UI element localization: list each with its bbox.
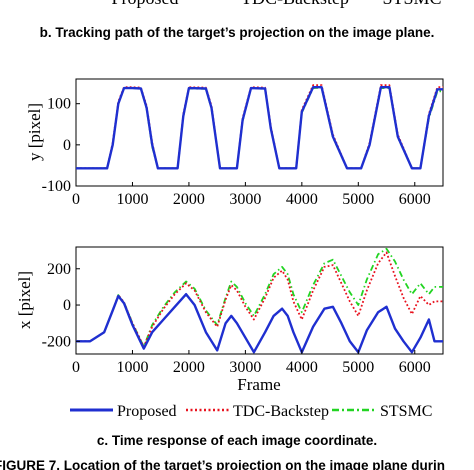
series-lines-y — [76, 84, 443, 170]
ytick-label-y: -100 — [42, 178, 71, 195]
xtick-label-y: 5000 — [342, 191, 374, 208]
ytick-label-x: 0 — [63, 297, 71, 314]
top-legend-label-tdc: TDC-Backstep — [241, 0, 349, 8]
xtick-label-y: 4000 — [286, 191, 318, 208]
xtick-label-x: 4000 — [286, 359, 318, 376]
series-lines-x — [76, 247, 443, 354]
xtick-label-x: 0 — [72, 359, 80, 376]
xtick-label-x: 3000 — [229, 359, 261, 376]
legend-label-proposed: Proposed — [117, 403, 177, 420]
caption-c: c. Time response of each image coordinat… — [97, 433, 377, 448]
ytick-label-y: 0 — [63, 137, 71, 154]
legend-label-stsmc: STSMC — [380, 403, 432, 420]
ylabel-x-chart: x [pixel] — [15, 271, 34, 329]
ytick-label-x: -200 — [42, 333, 71, 350]
xlabel-frame: Frame — [237, 375, 280, 394]
caption-b: b. Tracking path of the target’s project… — [40, 25, 435, 40]
top-legend-label-proposed: Proposed — [112, 0, 179, 8]
ytick-label-y: 100 — [47, 96, 71, 113]
xtick-label-x: 1000 — [116, 359, 148, 376]
xtick-label-x: 6000 — [399, 359, 431, 376]
xtick-label-x: 2000 — [173, 359, 205, 376]
figure-caption: FIGURE 7. Location of the target’s proje… — [0, 458, 445, 470]
series-line-x-tdc-backstep — [76, 251, 443, 348]
series-line-x-proposed — [76, 293, 443, 354]
xtick-label-y: 1000 — [116, 191, 148, 208]
bottom-legend: Proposed TDC-Backstep STSMC — [70, 403, 432, 420]
series-line-y-stsmc — [76, 86, 443, 170]
xtick-label-y: 3000 — [229, 191, 261, 208]
plot-frame-x — [75, 246, 444, 355]
top-legend: Proposed TDC-Backstep STSMC — [112, 0, 442, 8]
xtick-label-y: 0 — [72, 191, 80, 208]
legend-label-tdc: TDC-Backstep — [233, 403, 329, 420]
xtick-label-y: 2000 — [173, 191, 205, 208]
series-line-y-proposed — [76, 85, 443, 170]
xtick-label-y: 6000 — [399, 191, 431, 208]
ylabel-y-chart: y [pixel] — [25, 103, 44, 161]
plot-frame-y — [75, 78, 444, 187]
series-line-y-tdc-backstep — [76, 84, 443, 170]
series-line-x-stsmc — [76, 247, 443, 348]
xtick-label-x: 5000 — [342, 359, 374, 376]
ytick-label-x: 200 — [47, 261, 71, 278]
top-legend-label-stsmc: STSMC — [382, 0, 441, 8]
